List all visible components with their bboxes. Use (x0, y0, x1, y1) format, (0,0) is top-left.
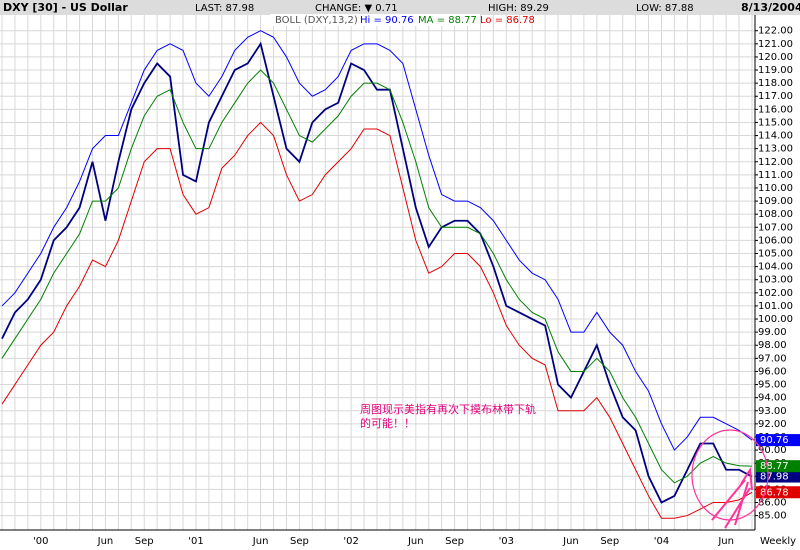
highlight-arrow (711, 467, 753, 529)
x-tick-label: Sep (290, 536, 309, 547)
y-tick-label: 105.00 (758, 248, 793, 259)
value-tag-label: 88.77 (760, 461, 789, 472)
y-tick-label: 107.00 (758, 222, 793, 233)
y-tick-label: 99.00 (758, 327, 787, 338)
band-line (1, 69, 753, 484)
annotation: 周图现示美指有再次下摸布林带下轨 (360, 402, 536, 416)
y-tick-label: 112.00 (758, 157, 793, 168)
y-tick-label: 118.00 (758, 78, 793, 89)
y-tick-label: 111.00 (758, 170, 793, 181)
annotation: 的可能！！ (360, 416, 415, 430)
y-tick-label: 116.00 (758, 104, 793, 115)
plot-area: '00 Jun Sep '01 Jun Sep '02 Jun Sep '03 Jun Sep '04 J… (0, 15, 800, 547)
boll-hi: Hi = 90.76 (360, 15, 414, 26)
boll-label: BOLL (DXY,13,2) (275, 15, 358, 26)
y-tick-label: 104.00 (758, 262, 793, 273)
last: LAST: 87.98 (195, 3, 254, 14)
date: 8/13/2004 (741, 1, 800, 14)
x-tick-label: Jun (562, 536, 579, 547)
y-tick-label: 100.00 (758, 314, 793, 325)
y-tick-label: 85.00 (758, 511, 787, 522)
y-tick-label: 119.00 (758, 65, 793, 76)
y-tick-label: 94.00 (758, 393, 787, 404)
y-tick-label: 96.00 (758, 366, 787, 377)
chart-title: DXY [30] - US Dollar (3, 1, 128, 14)
y-tick-label: 122.00 (758, 26, 793, 37)
x-tick-label: Sep (135, 536, 154, 547)
y-tick-label: 115.00 (758, 117, 793, 128)
y-tick-label: 101.00 (758, 301, 793, 312)
header-bar (0, 0, 800, 15)
x-tick-label: '02 (343, 536, 358, 547)
value-tag (756, 486, 800, 499)
y-tick-label: 117.00 (758, 91, 793, 102)
boll-lo: Lo = 86.78 (480, 15, 535, 26)
boll-bg (270, 14, 480, 26)
y-tick-label: 121.00 (758, 39, 793, 50)
y-tick-label: 120.00 (758, 52, 793, 63)
x-tick-label: Jun (97, 536, 114, 547)
y-tick-label: 113.00 (758, 144, 793, 155)
x-tick-label: '01 (188, 536, 203, 547)
high: HIGH: 89.29 (488, 3, 549, 14)
value-tag (756, 434, 800, 447)
x-tick-label: Jun (252, 536, 269, 547)
y-tick-label: 98.00 (758, 340, 787, 351)
period-label: Weekly (760, 536, 796, 547)
boll-ma: MA = 88.77 (418, 15, 477, 26)
change: CHANGE: ▼ 0.71 (315, 3, 398, 14)
value-tag (756, 470, 800, 483)
value-tag-label: 86.78 (760, 487, 789, 498)
y-tick-label: 90.00 (758, 445, 787, 456)
value-tag-label: 87.98 (760, 472, 789, 483)
x-tick-label: '04 (654, 536, 669, 547)
y-tick-label: 86.00 (758, 497, 787, 508)
band-line (1, 30, 753, 451)
y-tick-label: 110.00 (758, 183, 793, 194)
value-tag-label: 90.76 (760, 435, 789, 446)
x-tick-label: Sep (445, 536, 464, 547)
price-line (1, 41, 753, 504)
band-line (1, 121, 753, 519)
y-tick-label: 95.00 (758, 380, 787, 391)
x-tick-label: '00 (33, 536, 48, 547)
y-tick-label: 93.00 (758, 406, 787, 417)
y-tick-label: 106.00 (758, 235, 793, 246)
y-tick-label: 97.00 (758, 353, 787, 364)
x-tick-label: '03 (499, 536, 514, 547)
y-tick-label: 114.00 (758, 131, 793, 142)
y-tick-label: 102.00 (758, 288, 793, 299)
y-tick-label: 103.00 (758, 275, 793, 286)
y-tick-label: 108.00 (758, 209, 793, 220)
y-tick-label: 109.00 (758, 196, 793, 207)
y-tick-label: 92.00 (758, 419, 787, 430)
x-tick-label: Sep (600, 536, 619, 547)
low: LOW: 87.88 (636, 3, 694, 14)
x-tick-label: Jun (407, 536, 424, 547)
x-tick-label: Jun (717, 536, 734, 547)
